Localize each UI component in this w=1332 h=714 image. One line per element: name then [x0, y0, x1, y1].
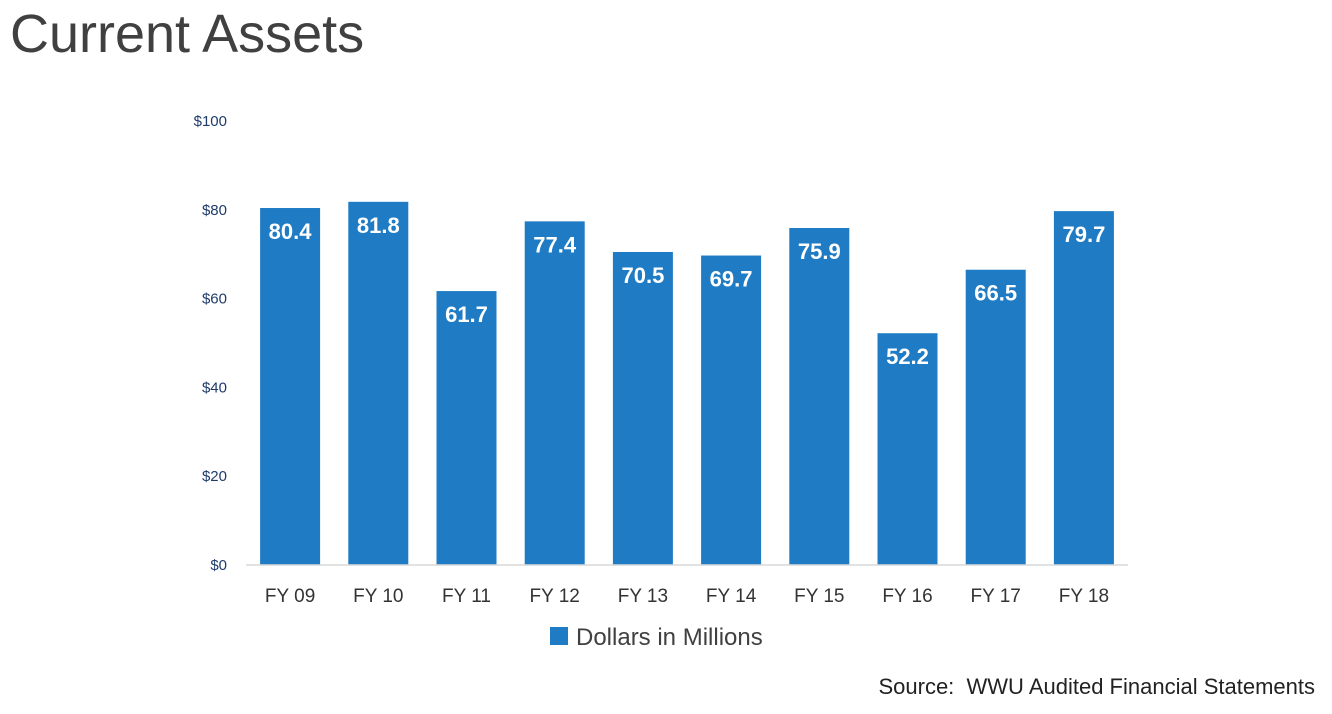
data-label: 52.2 — [886, 344, 929, 369]
bar — [1053, 211, 1114, 565]
y-tick-label: $40 — [202, 379, 227, 396]
bars: 80.4 81.8 61.7 77.4 70.5 69.7 75.9 52.2 66.5 79.7 — [260, 201, 1114, 566]
x-tick-label: FY 15 — [794, 586, 844, 607]
bar — [877, 333, 938, 565]
data-label: 70.5 — [621, 263, 664, 288]
data-label: 79.7 — [1062, 222, 1105, 247]
data-label: 61.7 — [445, 302, 488, 327]
y-tick-label: $100 — [194, 113, 227, 130]
y-axis-ticks: $0 $20 $40 $60 $80 $100 — [194, 113, 227, 574]
data-label: 66.5 — [974, 281, 1017, 306]
x-tick-label: FY 14 — [706, 586, 757, 607]
legend-label: Dollars in Millions — [576, 624, 763, 651]
bar — [348, 201, 409, 566]
y-tick-label: $0 — [210, 557, 227, 574]
bar — [701, 255, 762, 566]
bar — [965, 269, 1026, 565]
data-label: 75.9 — [798, 239, 841, 264]
bar — [524, 221, 585, 565]
x-tick-label: FY 16 — [882, 586, 932, 607]
bar — [612, 251, 673, 566]
source-note: Source: WWU Audited Financial Statements — [878, 674, 1315, 699]
y-tick-label: $60 — [202, 291, 227, 308]
x-axis-labels: FY 09 FY 10 FY 11 FY 12 FY 13 FY 14 FY 15 FY 16… — [265, 586, 1109, 607]
x-tick-label: FY 09 — [265, 586, 315, 607]
bar — [789, 228, 850, 565]
legend-swatch — [550, 627, 568, 645]
x-tick-label: FY 18 — [1059, 586, 1109, 607]
page-title: Current Assets — [10, 4, 365, 64]
data-label: 77.4 — [533, 232, 577, 257]
x-tick-label: FY 11 — [442, 586, 491, 607]
data-label: 69.7 — [710, 267, 753, 292]
data-label: 80.4 — [269, 219, 313, 244]
data-label: 81.8 — [357, 213, 400, 238]
x-tick-label: FY 13 — [618, 586, 668, 607]
bar — [260, 208, 321, 566]
y-tick-label: $80 — [202, 202, 227, 219]
legend: Dollars in Millions — [550, 624, 763, 651]
x-tick-label: FY 10 — [353, 586, 403, 607]
bar — [436, 291, 497, 565]
y-tick-label: $20 — [202, 468, 227, 485]
x-tick-label: FY 12 — [530, 586, 580, 607]
x-tick-label: FY 17 — [971, 586, 1021, 607]
